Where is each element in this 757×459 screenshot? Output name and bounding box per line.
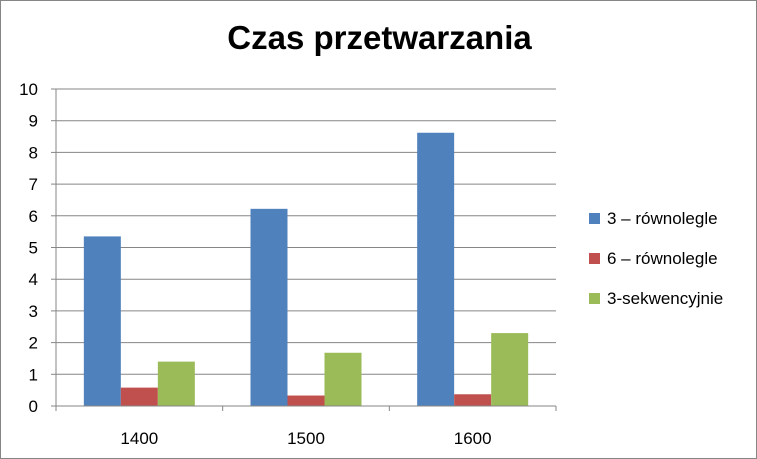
x-tick-label: 1500 [287,429,325,448]
bar [120,387,158,406]
legend-swatch [589,253,600,264]
y-tick-label: 10 [19,80,38,99]
legend-swatch [589,213,600,224]
chart-title: Czas przetwarzania [227,19,532,56]
bars [83,132,529,406]
legend-label: 6 – równolegle [607,249,718,268]
y-tick-label: 1 [29,365,38,384]
y-tick-label: 9 [29,112,38,131]
x-tick-label: 1400 [120,429,158,448]
y-tick-label: 0 [29,397,38,416]
bar [157,361,195,406]
legend-label: 3-sekwencyjnie [607,289,723,308]
bar [287,395,325,406]
y-tick-label: 5 [29,239,38,258]
y-tick-label: 7 [29,175,38,194]
bar [417,132,455,406]
y-axis-ticks: 0 1 2 3 4 5 6 7 8 9 10 [19,80,57,416]
legend-label: 3 – równolegle [607,209,718,228]
y-tick-label: 2 [29,334,38,353]
bar [83,236,121,406]
y-tick-label: 6 [29,207,38,226]
x-tick-label: 1600 [454,429,492,448]
legend: 3 – równolegle 6 – równolegle 3-sekwencyjn… [589,209,723,308]
bar [491,333,529,406]
y-tick-label: 8 [29,143,38,162]
bar [324,352,362,406]
x-axis: 1400 1500 1600 [55,405,557,448]
bar [250,208,288,406]
y-tick-label: 4 [29,270,38,289]
gridlines [56,88,556,375]
bar [454,394,492,406]
legend-swatch [589,293,600,304]
y-tick-label: 3 [29,302,38,321]
